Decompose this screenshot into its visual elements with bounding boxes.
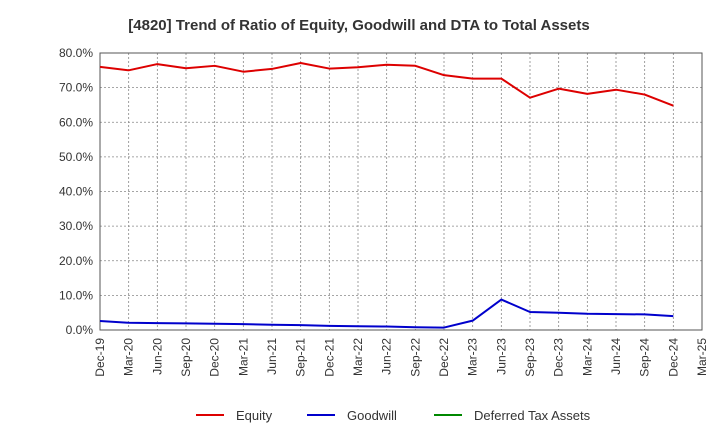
y-tick-label: 50.0%: [59, 150, 93, 164]
x-tick-label: Sep-24: [638, 338, 652, 377]
legend-label-equity: Equity: [236, 408, 273, 423]
y-tick-label: 40.0%: [59, 185, 93, 199]
y-tick-label: 80.0%: [59, 46, 93, 60]
legend-label-deferred-tax-assets: Deferred Tax Assets: [474, 408, 591, 423]
x-tick-label: Dec-21: [322, 338, 336, 377]
x-tick-label: Sep-23: [523, 338, 537, 377]
x-tick-label: Jun-21: [265, 338, 279, 375]
x-tick-label: Sep-21: [294, 338, 308, 377]
x-tick-label: Sep-20: [179, 338, 193, 377]
y-tick-label: 60.0%: [59, 115, 93, 129]
x-tick-label: Mar-21: [236, 338, 250, 376]
x-tick-label: Jun-24: [609, 338, 623, 375]
y-tick-label: 20.0%: [59, 254, 93, 268]
chart-title: [4820] Trend of Ratio of Equity, Goodwil…: [128, 17, 589, 34]
x-tick-label: Mar-25: [695, 338, 709, 376]
y-tick-label: 30.0%: [59, 219, 93, 233]
x-tick-label: Dec-24: [666, 338, 680, 377]
x-tick-label: Dec-23: [552, 338, 566, 377]
x-tick-label: Mar-23: [466, 338, 480, 376]
x-tick-label: Jun-20: [150, 338, 164, 375]
x-tick-label: Mar-24: [580, 338, 594, 376]
x-tick-label: Jun-22: [380, 338, 394, 375]
y-tick-label: 0.0%: [66, 323, 94, 337]
legend: Equity Goodwill Deferred Tax Assets: [196, 408, 591, 423]
x-tick-label: Mar-22: [351, 338, 365, 376]
x-tick-label: Dec-19: [93, 338, 107, 377]
x-tick-label: Dec-20: [208, 338, 222, 377]
legend-label-goodwill: Goodwill: [347, 408, 397, 423]
y-tick-label: 10.0%: [59, 288, 93, 302]
x-tick-label: Dec-22: [437, 338, 451, 377]
plot-area: 0.0% 10.0% 20.0% 30.0% 40.0% 50.0% 60.0% 70.0% 8…: [59, 46, 709, 377]
series-line-equity: [99, 62, 674, 107]
x-tick-label: Jun-23: [494, 338, 508, 375]
y-tick-label: 70.0%: [59, 81, 93, 95]
x-tick-label: Sep-22: [408, 338, 422, 377]
x-tick-label: Mar-20: [122, 338, 136, 376]
plot-frame: [99, 52, 703, 331]
series-line-goodwill: [99, 298, 674, 329]
